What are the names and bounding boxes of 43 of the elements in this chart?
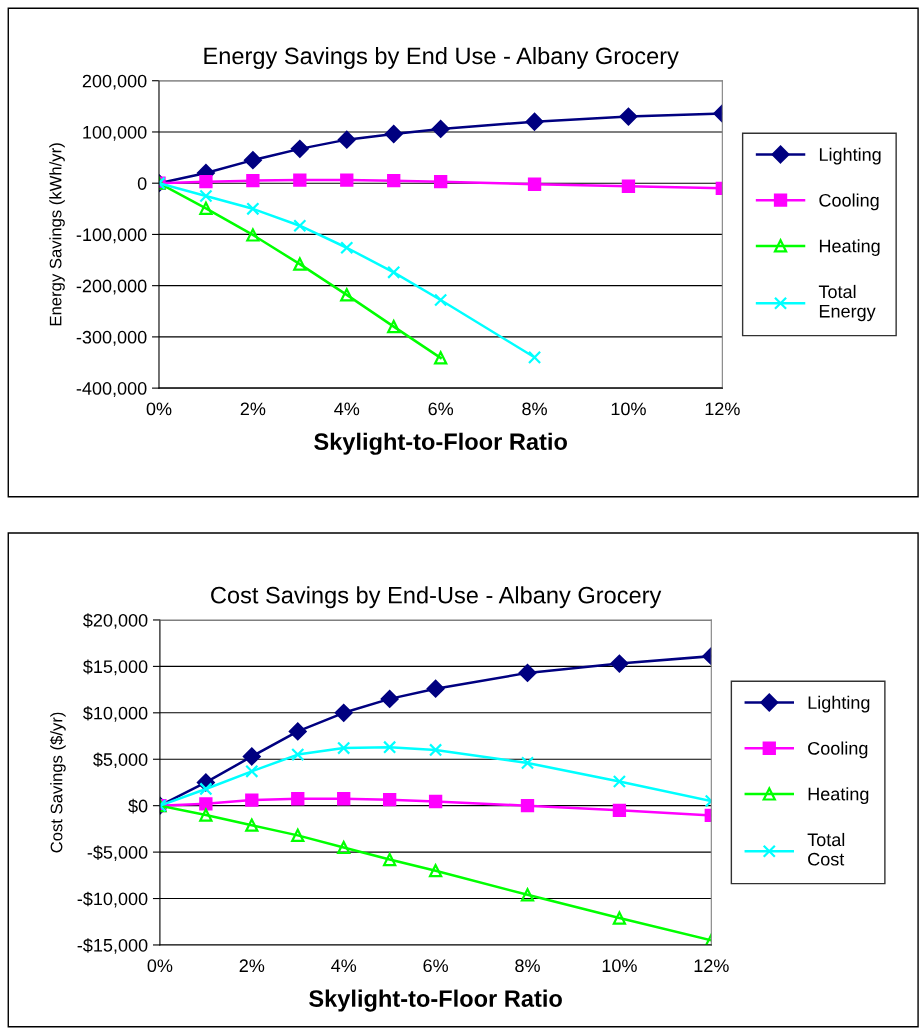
x-tick-label: 8% — [515, 959, 540, 973]
x-tick-label: 10% — [611, 402, 646, 416]
y-tick-label: -300,000 — [76, 330, 147, 346]
y-tick-label: -400,000 — [76, 382, 147, 397]
legend-label: Total Cost — [807, 832, 845, 866]
x-tick-label: 10% — [602, 959, 637, 973]
x-tick-label: 2% — [239, 959, 265, 973]
y-tick-label: 100,000 — [83, 125, 147, 141]
y-tick-label: -$15,000 — [77, 938, 148, 954]
legend-label: Cooling — [819, 193, 879, 211]
y-tick-label: 0 — [137, 177, 147, 190]
y-tick-label: -$5,000 — [87, 845, 148, 861]
legend-label: Heating — [819, 239, 880, 256]
x-axis-title: Skylight-to-Floor Ratio — [314, 432, 567, 455]
legend-label: Heating — [808, 787, 869, 805]
y-tick-label: $10,000 — [83, 705, 148, 722]
x-tick-label: 2% — [240, 402, 266, 416]
legend-label: Lighting — [808, 695, 870, 713]
y-tick-label: -$10,000 — [77, 891, 148, 908]
legend-label: Cooling — [808, 741, 868, 759]
y-axis-title: Cost Savings ($/yr) — [49, 712, 66, 853]
chart-title: Cost Savings by End-Use - Albany Grocery — [211, 586, 662, 609]
y-tick-label: -100,000 — [76, 228, 147, 244]
x-tick-label: 4% — [334, 402, 360, 416]
chart-title: Energy Savings by End Use - Albany Grocery — [204, 46, 679, 69]
legend-label: Lighting — [819, 147, 881, 165]
x-tick-label: 0% — [147, 959, 173, 973]
y-tick-label: 200,000 — [82, 74, 147, 90]
x-tick-label: 8% — [522, 402, 547, 416]
y-tick-label: -200,000 — [76, 279, 147, 295]
y-axis-title: Energy Savings (kWh/yr) — [49, 143, 65, 326]
y-tick-label: $5,000 — [93, 752, 148, 769]
y-tick-label: $20,000 — [83, 613, 148, 629]
x-tick-label: 12% — [705, 402, 740, 416]
legend-label: Total Energy — [818, 284, 876, 322]
x-tick-label: 6% — [423, 959, 449, 973]
y-tick-label: $0 — [128, 798, 148, 814]
x-tick-label: 0% — [146, 402, 172, 416]
x-tick-label: 6% — [428, 402, 454, 416]
x-tick-label: 12% — [694, 959, 729, 973]
x-axis-title: Skylight-to-Floor Ratio — [309, 989, 562, 1012]
x-tick-label: 4% — [331, 959, 357, 973]
y-tick-label: $15,000 — [83, 659, 148, 676]
